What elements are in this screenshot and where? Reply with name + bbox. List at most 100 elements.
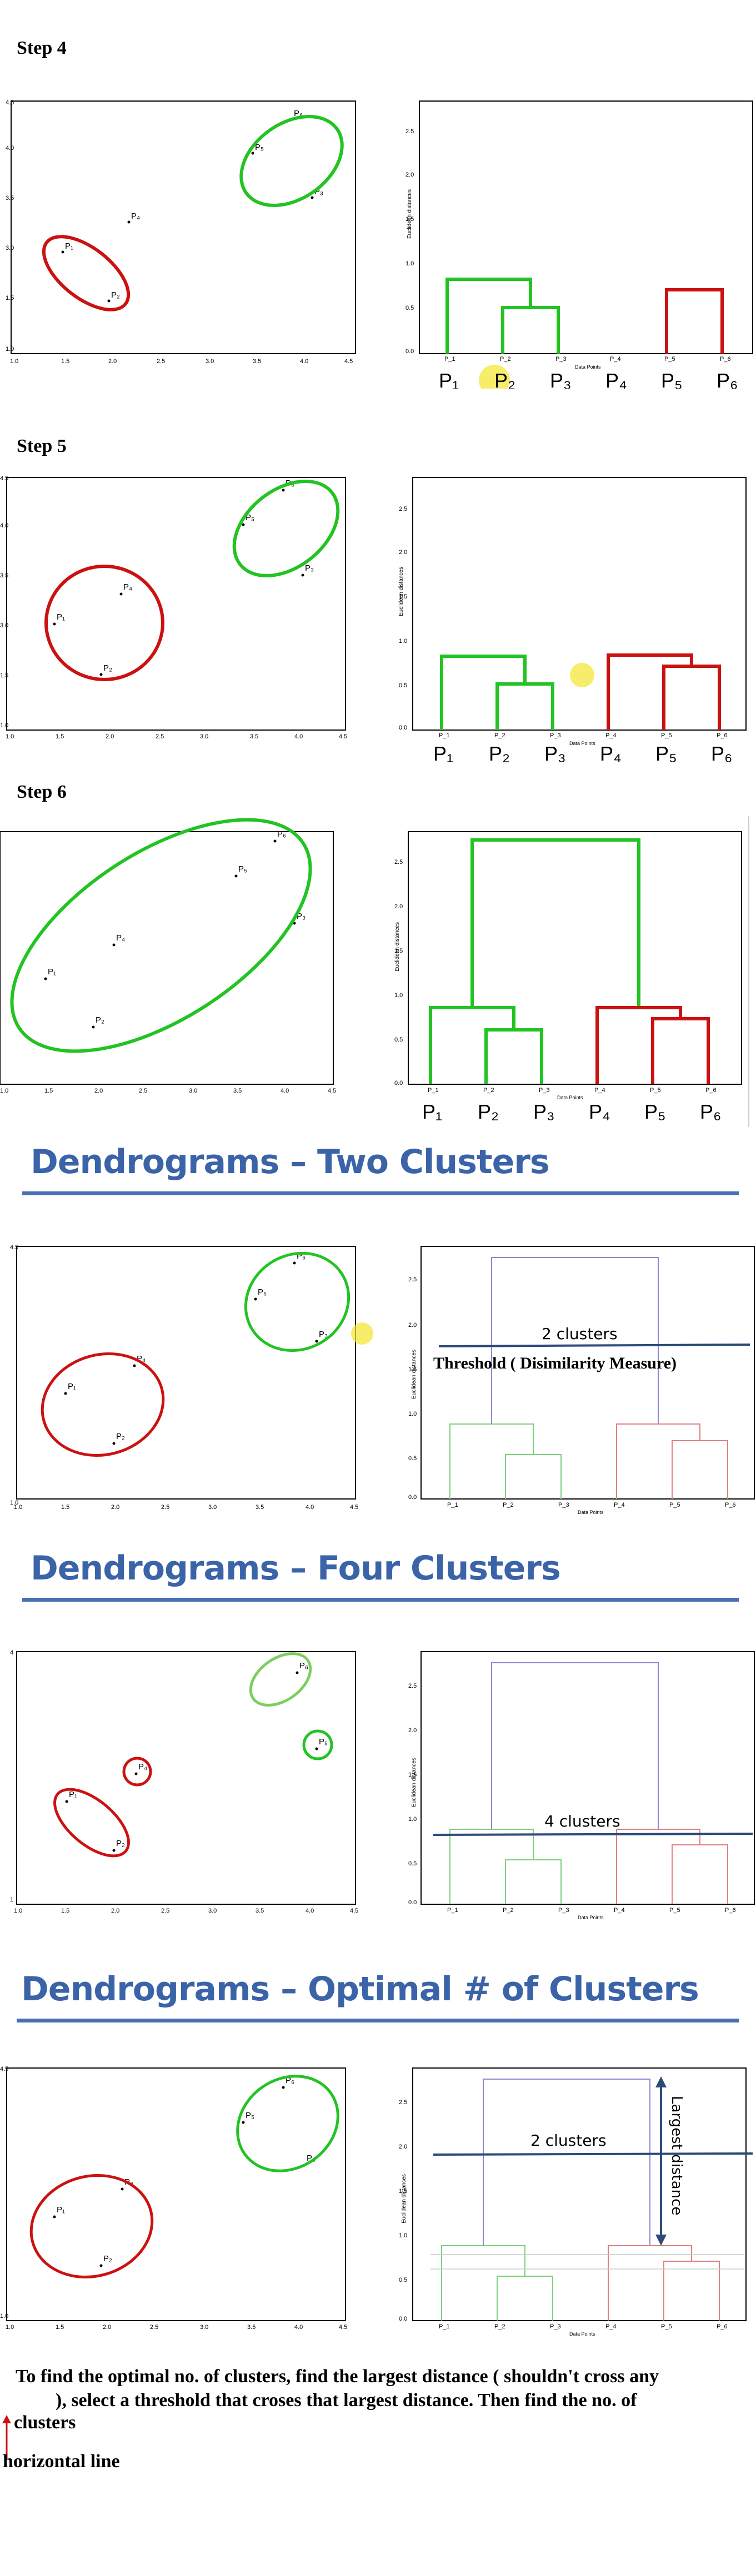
svg-text:1.5: 1.5: [56, 733, 64, 740]
dendrogram-frame: [419, 100, 753, 354]
svg-text:3.5: 3.5: [6, 195, 14, 202]
svg-text:4: 4: [10, 1649, 13, 1656]
svg-text:1.0: 1.0: [0, 2313, 8, 2320]
svg-text:P_1: P_1: [447, 1502, 458, 1508]
cluster-red-1: [53, 1788, 130, 1858]
svg-text:2.0: 2.0: [94, 1088, 103, 1094]
svg-text:1.5: 1.5: [61, 358, 69, 365]
note-line-4: horizontal line: [3, 2451, 120, 2472]
svg-text:1.5: 1.5: [56, 2324, 64, 2331]
largest-distance-label: Largest distance: [668, 2096, 685, 2215]
svg-text:0.0: 0.0: [405, 348, 414, 355]
svg-text:P_3: P_3: [550, 732, 561, 739]
svg-text:P₁: P₁: [433, 742, 453, 765]
svg-text:P_4: P_4: [605, 2323, 617, 2330]
svg-text:P₂: P₂: [494, 369, 515, 389]
svg-text:P₄: P₄: [589, 1100, 610, 1123]
svg-text:P_6: P_6: [720, 356, 731, 363]
svg-text:P₄: P₄: [600, 742, 622, 765]
svg-text:P_4: P_4: [610, 356, 621, 363]
banner-two-underline: [22, 1191, 739, 1195]
banner-four-title: Dendrograms – Four Clusters: [31, 1549, 561, 1588]
cluster-green-all: [10, 818, 312, 1053]
threshold-label: Threshold ( Disimilarity Measure): [433, 1354, 677, 1372]
svg-text:2.0: 2.0: [408, 1727, 417, 1734]
svg-text:Data Points: Data Points: [578, 1915, 604, 1920]
svg-text:2.0: 2.0: [394, 903, 403, 910]
svg-text:2.0: 2.0: [408, 1322, 417, 1329]
svg-text:P_3: P_3: [550, 2323, 561, 2330]
svg-text:P_6: P_6: [717, 2323, 728, 2330]
svg-text:1.5: 1.5: [44, 1088, 53, 1094]
svg-text:2.5: 2.5: [139, 1088, 147, 1094]
svg-text:P_1: P_1: [439, 2323, 450, 2330]
point-label-p1: P₁: [65, 242, 73, 251]
svg-text:3.5: 3.5: [253, 358, 261, 365]
svg-text:3.5: 3.5: [0, 572, 8, 579]
svg-text:P_4: P_4: [605, 732, 617, 739]
step-4-title: Step 4: [17, 38, 67, 58]
svg-text:4.5: 4.5: [350, 1908, 358, 1914]
svg-text:P_2: P_2: [503, 1502, 514, 1508]
svg-text:1.5: 1.5: [408, 1772, 417, 1778]
banner-four-underline: [22, 1598, 739, 1602]
svg-text:1.0: 1.0: [6, 2324, 14, 2331]
svg-text:P₆: P₆: [299, 1661, 308, 1671]
banner-two-clusters: Dendrograms – Two Clusters: [0, 1143, 756, 1198]
svg-text:0.5: 0.5: [399, 682, 407, 689]
svg-text:4.5: 4.5: [6, 99, 14, 106]
svg-text:2.5: 2.5: [157, 358, 165, 365]
svg-text:2.5: 2.5: [161, 1908, 169, 1914]
note-line-3: clusters: [14, 2412, 76, 2433]
point-label-p5: P₅: [255, 143, 264, 152]
banner-two-title: Dendrograms – Two Clusters: [31, 1143, 550, 1181]
svg-text:2.0: 2.0: [111, 1908, 119, 1914]
svg-text:0.5: 0.5: [408, 1860, 417, 1867]
svg-text:4.0: 4.0: [6, 145, 14, 152]
svg-text:2.5: 2.5: [405, 128, 414, 135]
svg-text:2.0: 2.0: [111, 1504, 119, 1511]
svg-text:0.5: 0.5: [408, 1455, 417, 1462]
svg-text:1.0: 1.0: [14, 1908, 22, 1914]
svg-text:1.5: 1.5: [405, 216, 414, 223]
svg-text:P_5: P_5: [669, 1502, 680, 1508]
svg-text:1.0: 1.0: [405, 260, 414, 267]
svg-text:3.5: 3.5: [233, 1088, 242, 1094]
four-clusters-figure: 411.0 1.5 2.0 2.5 3.0 3.5 4.0 4.5 P₁ P₂ P₄ P₆ P…: [10, 1649, 755, 1920]
svg-text:1.5: 1.5: [408, 1366, 417, 1373]
cluster-red: [44, 565, 164, 681]
svg-text:3.0: 3.0: [200, 2324, 208, 2331]
svg-text:P_4: P_4: [594, 1087, 605, 1094]
svg-text:0.0: 0.0: [394, 1080, 403, 1086]
svg-text:P₄: P₄: [605, 369, 627, 389]
svg-text:2.5: 2.5: [408, 1276, 417, 1283]
svg-text:2.0: 2.0: [399, 2144, 407, 2150]
svg-text:Data Points: Data Points: [569, 741, 595, 746]
svg-text:2.0: 2.0: [108, 358, 117, 365]
svg-text:3.5: 3.5: [256, 1504, 264, 1511]
svg-text:P₃: P₃: [544, 742, 566, 765]
svg-text:Data Points: Data Points: [557, 1095, 583, 1100]
svg-text:P₂: P₂: [489, 742, 510, 765]
svg-text:P_4: P_4: [614, 1502, 625, 1508]
svg-text:P₄: P₄: [123, 582, 132, 592]
svg-text:1.5: 1.5: [61, 1504, 69, 1511]
svg-text:P_5: P_5: [661, 2323, 672, 2330]
svg-text:2.0: 2.0: [399, 549, 407, 556]
svg-text:P_3: P_3: [558, 1907, 569, 1914]
cluster-green: [244, 1251, 351, 1352]
svg-text:2.5: 2.5: [399, 506, 407, 512]
svg-text:2.5: 2.5: [408, 1683, 417, 1689]
svg-text:P₅: P₅: [319, 1737, 328, 1747]
svg-text:P₂: P₂: [103, 2254, 112, 2263]
svg-text:P₁: P₁: [69, 1790, 77, 1799]
banner-optimal-title: Dendrograms – Optimal # of Clusters: [21, 1970, 699, 2009]
svg-text:P_2: P_2: [483, 1087, 494, 1094]
svg-text:P_2: P_2: [494, 2323, 505, 2330]
svg-text:3.0: 3.0: [206, 358, 214, 365]
svg-text:4.5: 4.5: [0, 475, 8, 482]
svg-text:P₁: P₁: [57, 2205, 65, 2215]
svg-text:P₅: P₅: [661, 369, 683, 389]
banner-optimal-underline: [17, 2019, 739, 2022]
svg-text:P_5: P_5: [664, 356, 675, 363]
